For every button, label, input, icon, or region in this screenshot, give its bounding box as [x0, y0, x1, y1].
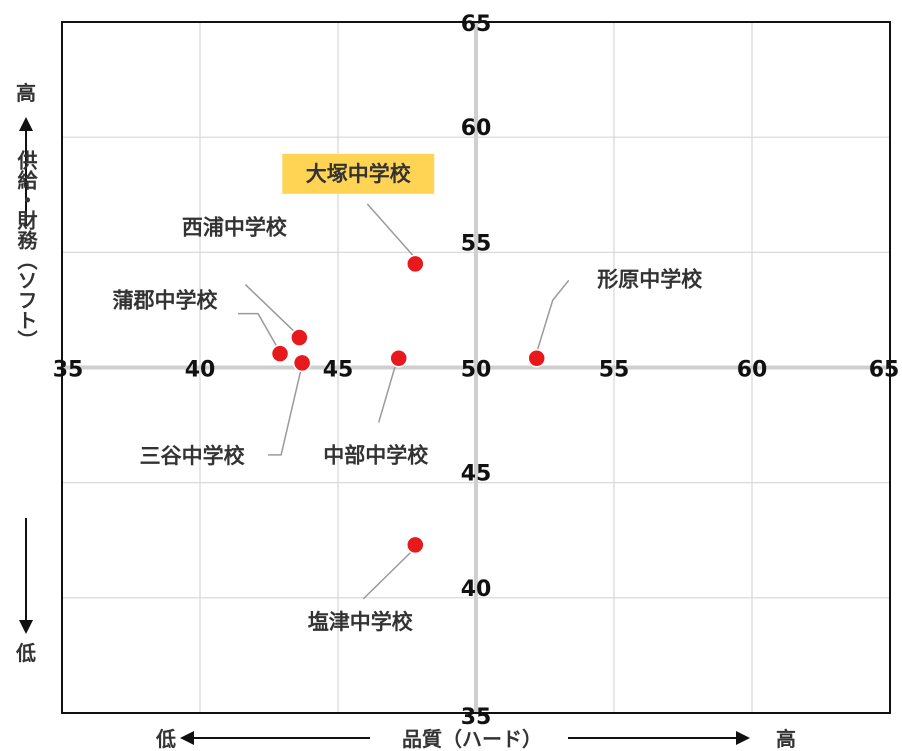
y-axis-high-label: 高 — [16, 81, 36, 105]
x-axis-right-arrow-icon — [736, 731, 750, 745]
y-tick-label: 45 — [461, 462, 492, 487]
leader-line — [268, 368, 302, 456]
y-axis-low-label: 低 — [15, 641, 36, 665]
y-tick-label: 65 — [461, 12, 492, 37]
leader-lines — [238, 203, 570, 600]
point-label: 西浦中学校 — [182, 216, 288, 240]
y-axis-up-arrow-icon — [19, 117, 33, 131]
y-tick-label: 55 — [461, 231, 492, 256]
point-label: 塩津中学校 — [308, 610, 414, 634]
data-point — [389, 349, 408, 368]
y-axis-title: 供給・財務（ソフト） — [14, 149, 38, 350]
x-axis-title: 品質（ハード） — [402, 727, 542, 751]
x-tick-label: 65 — [869, 358, 900, 383]
plot-frame — [61, 21, 891, 714]
axes — [61, 21, 891, 714]
leader-line — [238, 312, 279, 350]
x-axis-low-label: 低 — [155, 727, 176, 751]
y-axis-down-arrow-icon — [19, 620, 33, 634]
x-tick-label: 60 — [737, 358, 768, 383]
data-points — [270, 254, 546, 555]
y-tick-label: 40 — [461, 577, 492, 602]
x-tick-label: 50 — [461, 358, 492, 383]
point-label: 中部中学校 — [323, 443, 429, 467]
point-label: 大塚中学校 — [306, 162, 412, 186]
leader-line — [366, 203, 414, 257]
data-point — [292, 353, 312, 373]
tick-labels: 35 40 45 50 55 60 65 35 40 45 55 60 65 — [53, 12, 900, 730]
x-axis-high-label: 高 — [776, 727, 796, 751]
point-label: 形原中学校 — [597, 267, 703, 291]
y-tick-label: 35 — [461, 705, 492, 730]
x-tick-label: 45 — [323, 358, 354, 383]
y-tick-label: 60 — [461, 116, 492, 141]
data-point — [406, 535, 425, 555]
x-axis-left-arrow-icon — [180, 731, 194, 745]
data-point — [406, 254, 425, 274]
x-tick-label: 40 — [185, 358, 216, 383]
x-tick-label: 55 — [599, 358, 630, 383]
point-label: 三谷中学校 — [140, 444, 246, 468]
data-point — [290, 328, 309, 347]
leader-line — [378, 364, 397, 423]
data-point — [527, 349, 546, 368]
data-point — [270, 344, 290, 363]
point-label: 蒲郡中学校 — [113, 289, 219, 313]
leader-line — [536, 279, 570, 353]
x-tick-label: 35 — [53, 358, 84, 383]
leader-line — [244, 284, 296, 334]
y-axis-title-group: 高 供給・財務（ソフト） 低 — [14, 81, 38, 665]
x-axis-title-group: 低 品質（ハード） 高 — [155, 727, 796, 751]
leader-line — [362, 550, 413, 600]
highlight-box — [282, 153, 435, 194]
